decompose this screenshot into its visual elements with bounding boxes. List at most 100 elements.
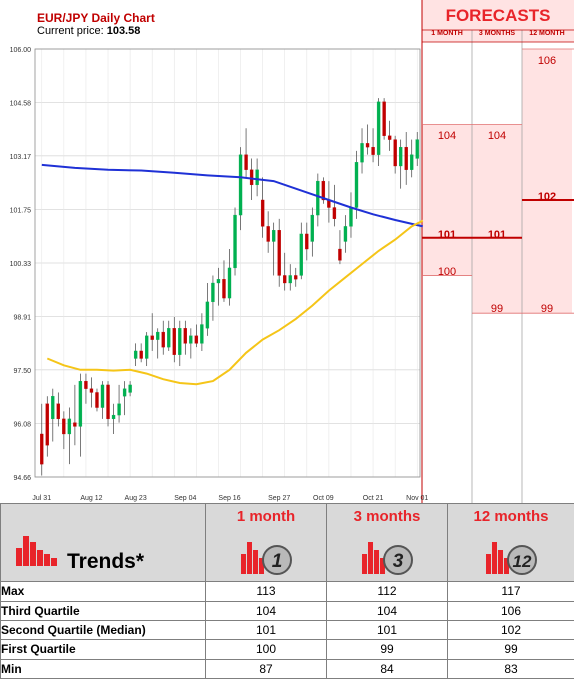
row-label: Third Quartile (0, 600, 206, 621)
forecast-background (422, 0, 574, 314)
candle-body (145, 335, 149, 359)
candle (211, 275, 215, 321)
candle (84, 373, 88, 404)
x-tick-label: Aug 12 (80, 495, 102, 502)
candle (387, 120, 392, 151)
candle (260, 177, 265, 238)
trends-col-label: 3 months (353, 508, 421, 525)
table-row: First Quartile 100 99 99 (0, 639, 574, 660)
candle (100, 381, 105, 419)
candle-body (404, 146, 408, 170)
candle (360, 128, 364, 174)
candle-body (227, 267, 232, 299)
candle (145, 332, 149, 367)
y-tick-label: 97.50 (13, 368, 31, 375)
forecast-1m-q1: 100 (437, 266, 457, 278)
trends-table: Trends* 1 month 1 3 months 3 (0, 502, 574, 679)
candle (316, 173, 320, 227)
candle-body (399, 146, 403, 167)
candle-body (205, 301, 210, 329)
candle (222, 260, 226, 302)
trends-col-label: 1 month (236, 508, 296, 525)
candle-body (150, 335, 154, 340)
cell-value: 113 (205, 581, 327, 602)
candle (133, 343, 138, 367)
candle-body (178, 328, 182, 355)
candle-body (393, 139, 397, 167)
badge-number: 1 (272, 551, 283, 572)
y-tick-label: 104.58 (10, 101, 32, 108)
cell-value: 101 (326, 619, 448, 641)
candle-body (365, 143, 370, 148)
candle (294, 267, 298, 287)
candle (283, 252, 287, 291)
candle (327, 181, 331, 223)
current-price: Current price: 103.58 (37, 25, 140, 37)
candle (299, 222, 303, 280)
candle (365, 124, 370, 155)
candle-body (387, 135, 392, 140)
candle-body (382, 101, 386, 136)
candle-body (354, 162, 359, 208)
candle (122, 381, 127, 416)
y-axis-ticks: 106.00 104.58 103.17 101.75 100.33 98.91 97.50… (10, 47, 32, 482)
y-tick-label: 96.08 (13, 421, 31, 428)
candle-body (310, 214, 314, 242)
price-label: Current price: (37, 25, 104, 37)
candle-body (244, 154, 248, 170)
candle-body (338, 248, 342, 261)
x-tick-label: Nov 01 (406, 495, 428, 502)
candle-body (133, 350, 138, 359)
candle-body (410, 154, 414, 170)
candle (376, 98, 381, 167)
candle (117, 384, 121, 423)
candle-body (117, 403, 121, 416)
price-value: 103.58 (106, 25, 141, 37)
trends-col-1-month: 1 month 1 (205, 502, 327, 583)
candle-body (260, 199, 265, 227)
candle (73, 384, 77, 446)
y-tick-label: 103.17 (10, 154, 32, 161)
y-tick-label: 100.33 (10, 261, 32, 268)
bar-chart-badge-icon: 3 (362, 542, 413, 575)
candle (172, 316, 176, 363)
candle (354, 150, 359, 219)
candle-body (233, 214, 237, 269)
candle (371, 128, 375, 163)
candle-body (183, 328, 187, 344)
forecast-col-1-month: 1 MONTH (431, 30, 463, 37)
row-label: First Quartile (0, 639, 206, 660)
chart-title: EUR/JPY Daily Chart (37, 11, 155, 25)
candle-body (194, 335, 199, 344)
candle (139, 343, 143, 363)
candle (150, 313, 154, 351)
candle-body (283, 275, 287, 284)
candle (167, 320, 171, 351)
candle (338, 230, 342, 265)
candle-body (67, 418, 72, 435)
candle (178, 320, 182, 367)
candle-body (277, 230, 281, 276)
x-tick-label: Sep 16 (218, 495, 240, 502)
candle-body (376, 101, 381, 155)
candle-body (111, 414, 116, 420)
candle-body (299, 233, 303, 276)
trends-col-12-months: 12 months 12 (447, 502, 574, 583)
candle (194, 324, 199, 348)
cell-value: 106 (447, 600, 574, 621)
row-label: Second Quartile (Median) (0, 619, 206, 641)
candle-body (51, 396, 55, 420)
forecast-3m-median: 101 (487, 229, 507, 241)
candle-body (73, 422, 77, 427)
candle (51, 388, 55, 442)
candle (393, 135, 397, 174)
table-row: Max 113 112 117 (0, 581, 574, 602)
cell-value: 87 (205, 658, 327, 679)
candle (310, 207, 314, 257)
candle-body (56, 403, 60, 420)
badge-number: 12 (513, 552, 532, 571)
bar-chart-badge-icon: 12 (486, 542, 537, 575)
chart-gridlines (34, 0, 574, 503)
candle-body (189, 335, 193, 344)
candle (233, 207, 237, 276)
